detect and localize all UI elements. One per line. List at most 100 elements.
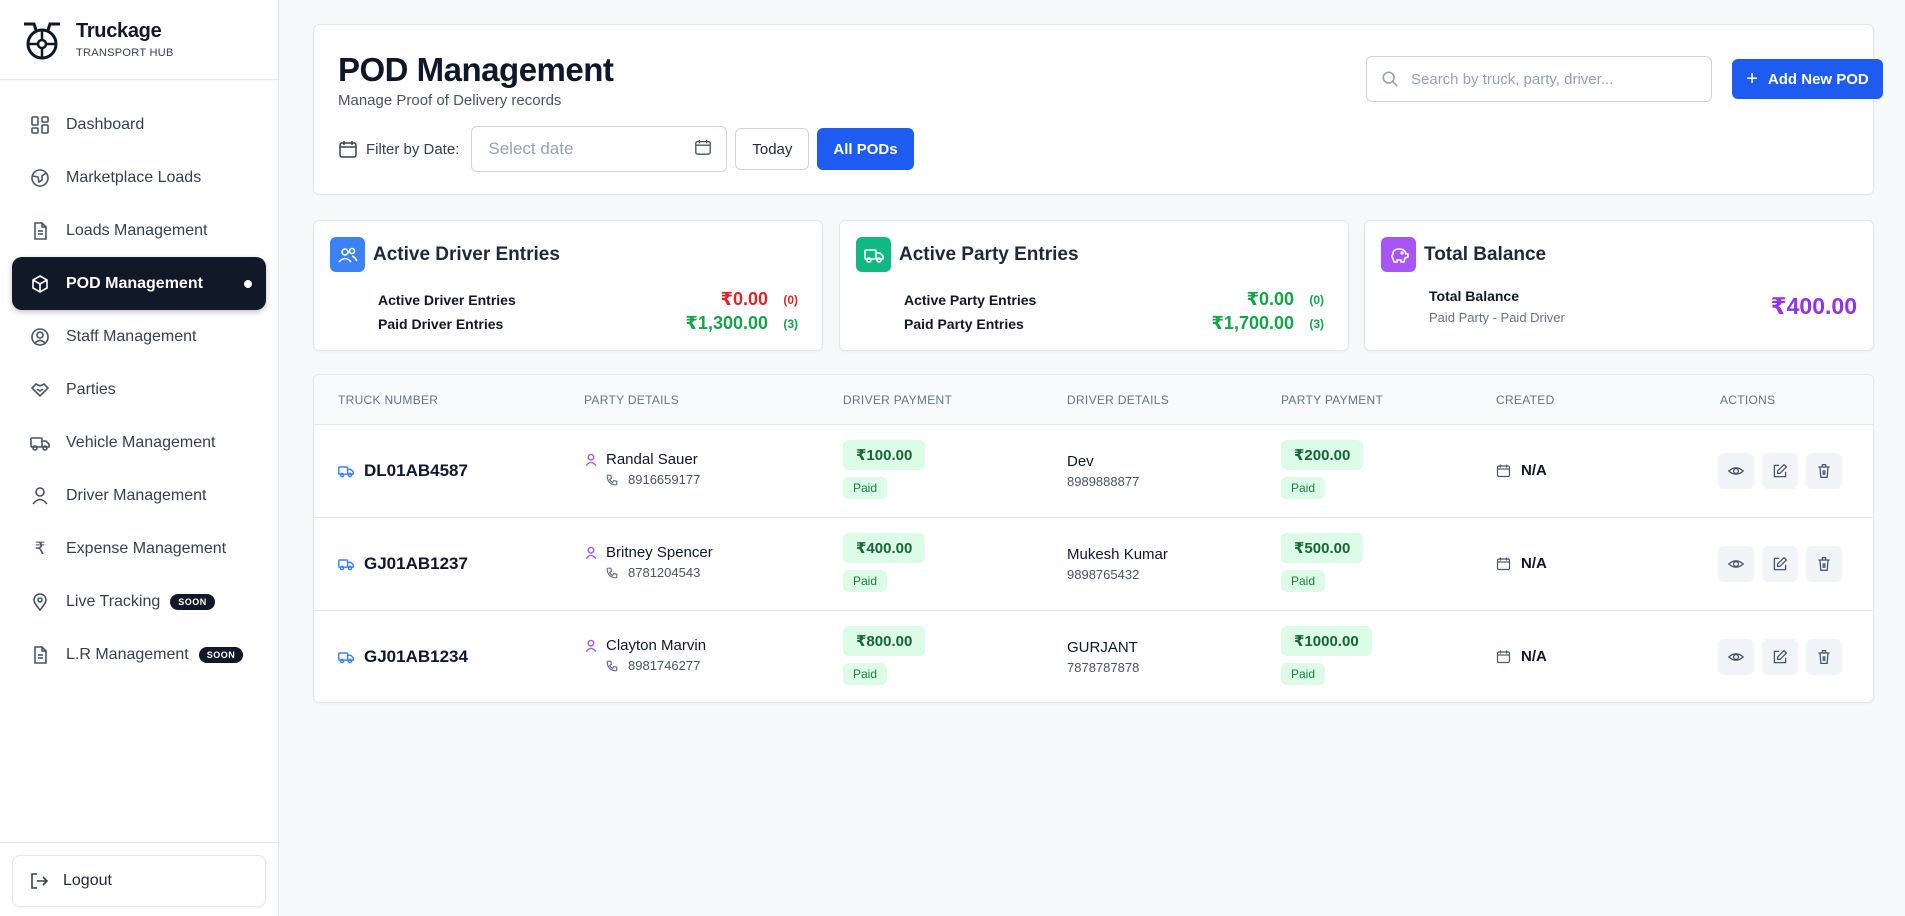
driver-name: GURJANT xyxy=(1067,639,1138,656)
dashboard-icon xyxy=(30,115,50,135)
rupee-icon: ₹ xyxy=(34,538,46,559)
row-count: (0) xyxy=(1309,292,1324,307)
handshake-icon xyxy=(30,380,50,400)
card-header: Active Driver Entries xyxy=(330,237,560,272)
column-header: CREATED xyxy=(1496,393,1555,407)
document-icon xyxy=(30,221,50,241)
calendar-icon xyxy=(1496,556,1511,571)
delete-button[interactable] xyxy=(1806,546,1842,582)
party-cell: Randal Sauer 8916659177 xyxy=(584,451,700,487)
soon-badge: SOON xyxy=(198,646,244,663)
paid-driver-row: Paid Driver Entries ₹1,300.00 (3) xyxy=(378,313,798,334)
date-picker-input[interactable]: Select date xyxy=(471,126,728,172)
sidebar-item-dashboard[interactable]: Dashboard xyxy=(12,98,266,151)
driver-entries-card: Active Driver Entries Active Driver Entr… xyxy=(313,220,823,351)
row-count: (0) xyxy=(783,292,798,307)
row-amount: ₹0.00 xyxy=(720,289,768,309)
delete-button[interactable] xyxy=(1806,453,1842,489)
calendar-icon xyxy=(1496,463,1511,478)
eye-icon xyxy=(1728,467,1744,475)
sidebar-item-loads-management[interactable]: Loads Management xyxy=(12,204,266,257)
today-button[interactable]: Today xyxy=(735,128,810,170)
brand[interactable]: Truckage TRANSPORT HUB xyxy=(0,0,278,80)
table-row[interactable]: DL01AB4587 Randal Sauer 8916659177 ₹100.… xyxy=(314,425,1873,518)
table-row[interactable]: GJ01AB1234 Clayton Marvin 8981746277 ₹80… xyxy=(314,611,1873,702)
driver-payment-amount: ₹100.00 xyxy=(843,440,926,470)
edit-icon xyxy=(1773,649,1788,664)
truck-cell: GJ01AB1237 xyxy=(338,554,468,574)
sidebar-item-label: Marketplace Loads xyxy=(66,168,202,186)
total-balance-amount: ₹400.00 xyxy=(1770,293,1857,319)
view-button[interactable] xyxy=(1718,546,1754,582)
sidebar-item-vehicle-management[interactable]: Vehicle Management xyxy=(12,416,266,469)
actions-cell xyxy=(1718,639,1850,675)
page-title: POD Management xyxy=(338,51,614,88)
card-header: Total Balance xyxy=(1381,237,1546,272)
party-phone: 8916659177 xyxy=(628,472,701,487)
party-payment-cell: ₹200.00 Paid xyxy=(1281,440,1364,499)
driver-payment-status: Paid xyxy=(843,570,888,592)
sidebar-item-label: Staff Management xyxy=(66,327,197,345)
driver-payment-amount: ₹800.00 xyxy=(843,626,926,656)
all-pods-button[interactable]: All PODs xyxy=(817,128,914,170)
row-label: Paid Driver Entries xyxy=(378,315,504,332)
sidebar-nav: Dashboard Marketplace Loads Loads Manage… xyxy=(0,80,278,681)
table-row[interactable]: GJ01AB1237 Britney Spencer 8781204543 ₹4… xyxy=(314,518,1873,611)
sidebar-item-driver-management[interactable]: Driver Management xyxy=(12,469,266,522)
sidebar-item-marketplace-loads[interactable]: Marketplace Loads xyxy=(12,151,266,204)
edit-button[interactable] xyxy=(1762,639,1798,675)
driver-phone: 9898765432 xyxy=(1067,567,1140,582)
search-input[interactable]: Search by truck, party, driver... xyxy=(1366,56,1712,102)
total-balance-sublabel: Paid Party - Paid Driver xyxy=(1429,310,1565,325)
user-icon xyxy=(584,546,598,560)
sidebar-item-label: L.R Management xyxy=(66,645,189,663)
driver-name: Dev xyxy=(1067,453,1094,470)
sidebar-item-label: Parties xyxy=(66,380,116,398)
edit-button[interactable] xyxy=(1762,453,1798,489)
edit-button[interactable] xyxy=(1762,546,1798,582)
driver-name: Mukesh Kumar xyxy=(1067,546,1168,563)
card-title: Active Driver Entries xyxy=(373,243,560,265)
row-amount: ₹0.00 xyxy=(1246,289,1294,309)
total-balance-label: Total Balance xyxy=(1429,288,1519,304)
truck-icon xyxy=(338,649,354,665)
sidebar-item-label: Live Tracking xyxy=(66,592,161,610)
logout-button[interactable]: Logout xyxy=(12,855,266,907)
sidebar-item-live-tracking[interactable]: Live Tracking SOON xyxy=(12,575,266,628)
row-count: (3) xyxy=(783,316,798,331)
created-cell: N/A xyxy=(1496,462,1547,479)
driver-payment-cell: ₹400.00 Paid xyxy=(843,533,926,592)
sidebar-item-parties[interactable]: Parties xyxy=(12,363,266,416)
calendar-icon[interactable] xyxy=(694,138,712,161)
party-phone: 8781204543 xyxy=(628,565,701,580)
pod-table: TRUCK NUMBER PARTY DETAILS DRIVER PAYMEN… xyxy=(313,374,1874,703)
document-icon xyxy=(30,645,50,665)
created-cell: N/A xyxy=(1496,648,1547,665)
active-driver-row: Active Driver Entries ₹0.00 (0) xyxy=(378,289,798,310)
sidebar-item-staff-management[interactable]: Staff Management xyxy=(12,310,266,363)
sidebar-item-lr-management[interactable]: L.R Management SOON xyxy=(12,628,266,681)
calendar-icon xyxy=(1496,649,1511,664)
phone-icon xyxy=(606,474,618,486)
column-header: PARTY DETAILS xyxy=(584,393,680,407)
view-button[interactable] xyxy=(1718,639,1754,675)
globe-icon xyxy=(30,168,50,188)
delete-button[interactable] xyxy=(1806,639,1842,675)
sidebar-item-expense-management[interactable]: ₹ Expense Management xyxy=(12,522,266,575)
brand-name: Truckage xyxy=(76,20,162,42)
truck-number: GJ01AB1237 xyxy=(364,554,468,573)
created-cell: N/A xyxy=(1496,555,1547,572)
sidebar-item-label: Expense Management xyxy=(66,539,227,557)
date-placeholder: Select date xyxy=(488,139,574,158)
driver-payment-cell: ₹800.00 Paid xyxy=(843,626,926,685)
truck-icon xyxy=(338,556,354,572)
sidebar-item-pod-management[interactable]: POD Management xyxy=(12,257,266,310)
card-title: Total Balance xyxy=(1424,243,1547,265)
party-name: Randal Sauer xyxy=(606,451,698,468)
header-card: POD Management Manage Proof of Delivery … xyxy=(313,24,1883,195)
sidebar-item-label: Driver Management xyxy=(66,486,207,504)
add-new-pod-button[interactable]: + Add New POD xyxy=(1732,59,1883,99)
column-header: ACTIONS xyxy=(1720,393,1776,407)
view-button[interactable] xyxy=(1718,453,1754,489)
row-label: Active Party Entries xyxy=(904,291,1037,308)
